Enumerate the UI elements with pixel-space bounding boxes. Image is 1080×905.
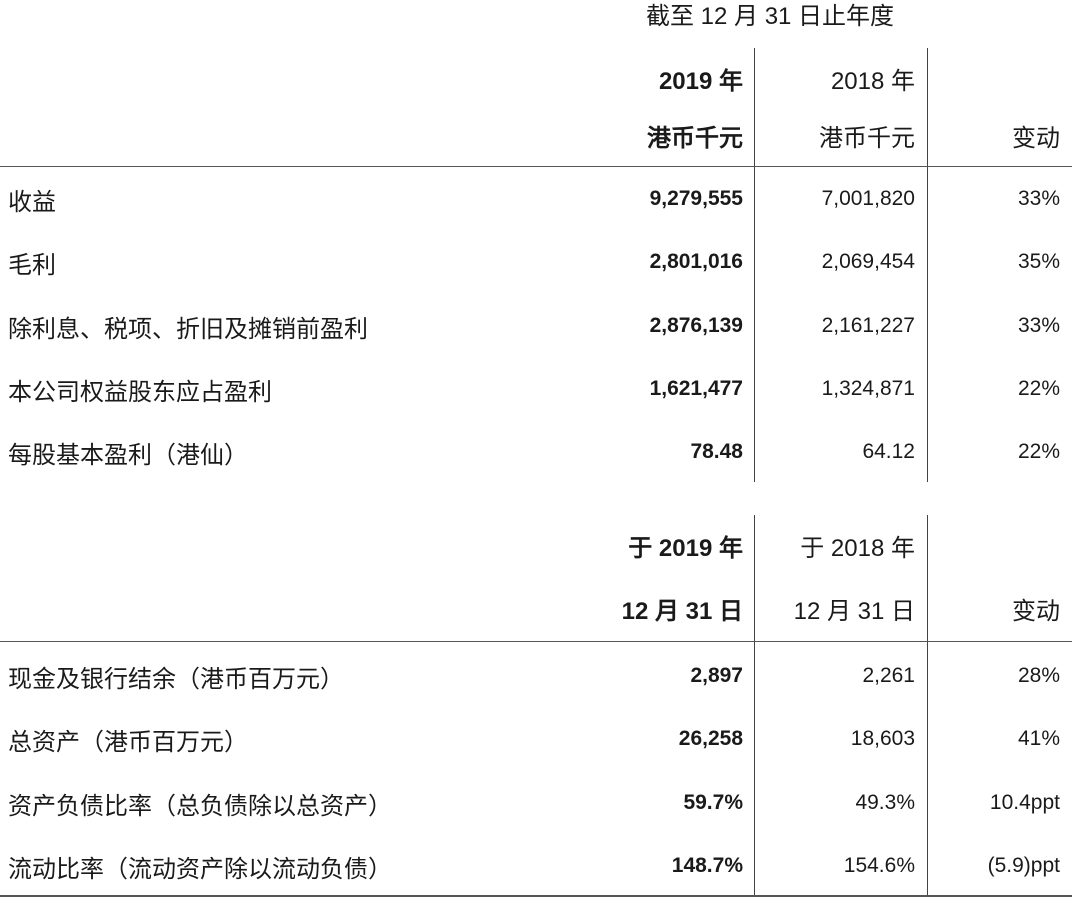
value-2018: 154.6% <box>843 854 915 877</box>
value-2018: 49.3% <box>855 791 915 814</box>
row-label: 除利息、税项、折旧及摊销前盈利 <box>8 316 368 343</box>
header-2018: 2018 年 <box>830 68 915 95</box>
row-label: 毛利 <box>8 252 56 279</box>
header-divider <box>0 641 1072 642</box>
column-divider <box>927 515 928 896</box>
row-label: 本公司权益股东应占盈利 <box>8 379 272 406</box>
change-value: 22% <box>1017 377 1060 400</box>
header-2018-date: 12 月 31 日 <box>793 598 915 625</box>
row-label: 总资产（港币百万元） <box>8 729 248 756</box>
header-2018: 于 2018 年 <box>800 535 915 562</box>
header-2019-unit: 港币千元 <box>647 125 743 152</box>
change-value: 10.4ppt <box>989 791 1060 814</box>
value-2018: 2,261 <box>862 664 915 687</box>
column-divider <box>754 515 755 896</box>
row-label: 每股基本盈利（港仙） <box>8 442 248 469</box>
value-2019: 59.7% <box>683 791 743 814</box>
row-label: 现金及银行结余（港币百万元） <box>8 666 344 693</box>
header-2019-date: 12 月 31 日 <box>621 598 743 625</box>
change-value: 33% <box>1017 187 1060 210</box>
header-change: 变动 <box>1012 125 1060 152</box>
change-value: 33% <box>1017 314 1060 337</box>
change-value: 28% <box>1017 664 1060 687</box>
value-2019: 2,876,139 <box>649 314 743 337</box>
header-divider <box>0 166 1072 167</box>
value-2018: 7,001,820 <box>821 187 915 210</box>
value-2019: 1,621,477 <box>649 377 743 400</box>
value-2019: 26,258 <box>678 727 743 750</box>
bottom-divider <box>0 895 1072 897</box>
value-2018: 2,069,454 <box>821 250 915 273</box>
header-2019: 2019 年 <box>658 68 743 95</box>
value-2019: 148.7% <box>671 854 743 877</box>
row-label: 资产负债比率（总负债除以总资产） <box>8 793 392 820</box>
change-value: 35% <box>1017 250 1060 273</box>
header-2019: 于 2019 年 <box>628 535 743 562</box>
change-value: 41% <box>1017 727 1060 750</box>
header-2018-unit: 港币千元 <box>819 125 915 152</box>
value-2018: 64.12 <box>862 440 915 463</box>
row-label: 收益 <box>8 189 56 216</box>
value-2019: 78.48 <box>690 440 743 463</box>
value-2018: 1,324,871 <box>821 377 915 400</box>
change-value: (5.9)ppt <box>987 854 1060 877</box>
column-divider <box>754 48 755 482</box>
value-2019: 2,897 <box>690 664 743 687</box>
header-change: 变动 <box>1012 598 1060 625</box>
value-2019: 2,801,016 <box>649 250 743 273</box>
value-2019: 9,279,555 <box>649 187 743 210</box>
row-label: 流动比率（流动资产除以流动负债） <box>8 856 392 883</box>
value-2018: 18,603 <box>850 727 915 750</box>
value-2018: 2,161,227 <box>821 314 915 337</box>
change-value: 22% <box>1017 440 1060 463</box>
period-caption: 截至 12 月 31 日止年度 <box>646 3 895 30</box>
column-divider <box>927 48 928 482</box>
